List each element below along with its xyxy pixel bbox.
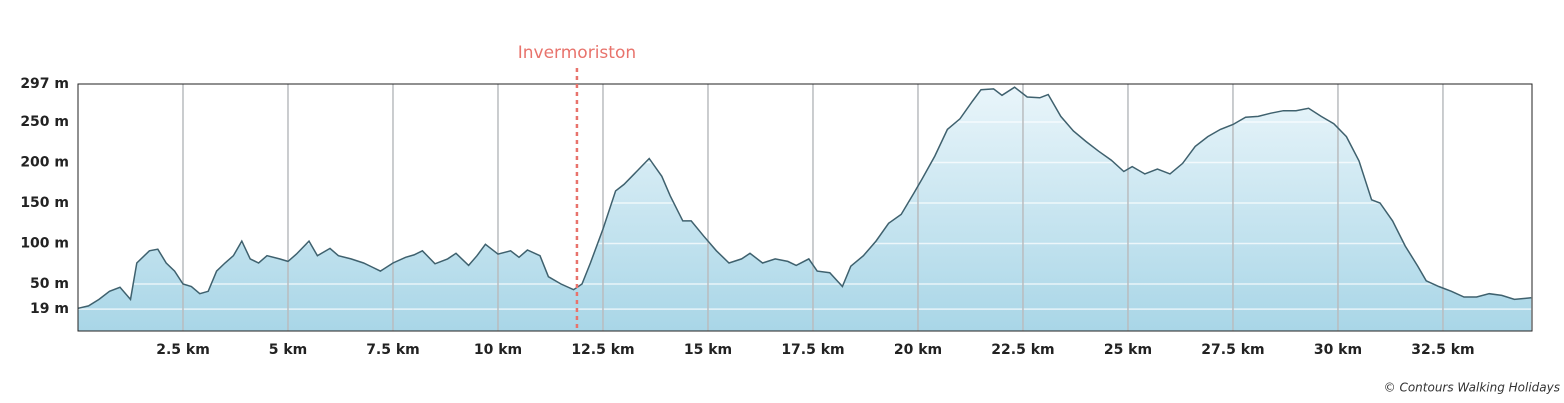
annotation-label: Invermoriston — [518, 43, 636, 63]
x-tick-label: 7.5 km — [366, 342, 420, 358]
y-tick-label: 200 m — [20, 155, 69, 171]
x-tick-label: 20 km — [894, 342, 942, 358]
y-tick-label: 250 m — [20, 114, 69, 130]
y-tick-label: 19 m — [30, 301, 69, 317]
y-tick-label: 100 m — [20, 236, 69, 252]
x-tick-label: 2.5 km — [156, 342, 210, 358]
credit: © Contours Walking Holidays — [1384, 381, 1560, 395]
x-tick-label: 17.5 km — [781, 342, 844, 358]
x-tick-label: 15 km — [684, 342, 732, 358]
x-tick-label: 32.5 km — [1411, 342, 1474, 358]
x-tick-label: 27.5 km — [1201, 342, 1264, 358]
elevation-line — [77, 86, 1532, 310]
y-tick-label: 297 m — [20, 76, 69, 92]
y-tick-label: 150 m — [20, 195, 69, 211]
plot-border — [77, 83, 1533, 332]
x-tick-label: 10 km — [474, 342, 522, 358]
x-tick-label: 12.5 km — [571, 342, 634, 358]
x-tick-label: 22.5 km — [991, 342, 1054, 358]
x-tick-label: 25 km — [1104, 342, 1152, 358]
area — [78, 87, 1532, 331]
y-tick-label: 50 m — [30, 276, 69, 292]
x-tick-label: 30 km — [1314, 342, 1362, 358]
x-tick-label: 5 km — [269, 342, 308, 358]
